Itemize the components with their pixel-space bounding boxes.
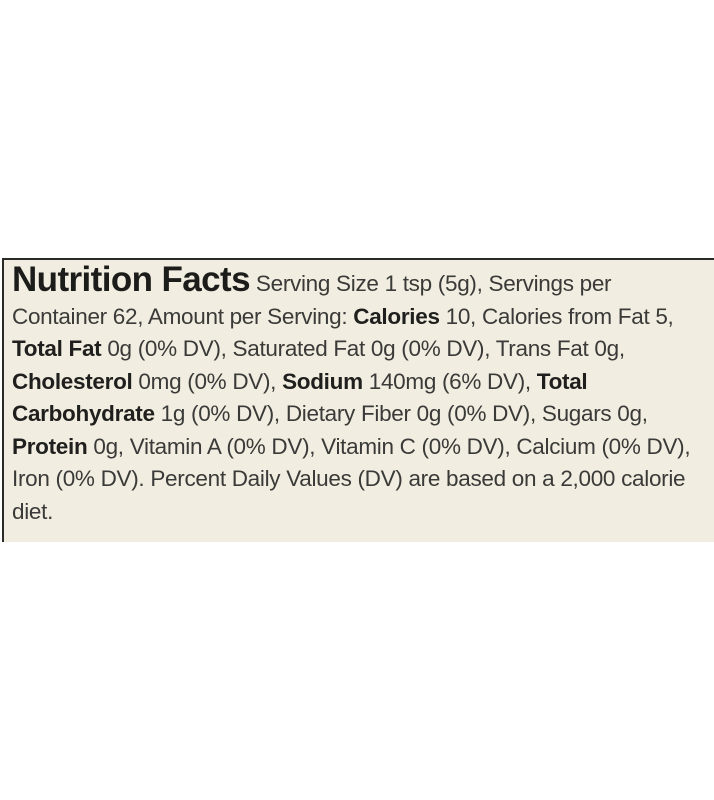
- bold-text: Total Fat: [12, 336, 102, 361]
- text: 1g (0% DV), Dietary Fiber 0g (0% DV), Su…: [154, 401, 648, 426]
- text: 140mg (6% DV),: [362, 368, 537, 394]
- nutrition-text: Nutrition Facts Serving Size 1 tsp (5g),…: [12, 262, 712, 528]
- text: 0g (0% DV), Saturated Fat 0g (0% DV), Tr…: [101, 336, 625, 361]
- text: 0g, Vitamin A (0% DV), Vitamin C (0% DV)…: [12, 433, 691, 524]
- bold-text: Sodium: [282, 368, 363, 394]
- text: Serving Size 1 tsp (5g), Servings per Co…: [12, 271, 612, 329]
- nutrition-panel: Nutrition Facts Serving Size 1 tsp (5g),…: [2, 258, 714, 542]
- bold-text: Total Carbohydrate: [12, 368, 588, 427]
- title: Nutrition Facts: [12, 260, 251, 299]
- bold-text: Calories: [353, 303, 440, 329]
- text: 0mg (0% DV),: [132, 368, 283, 394]
- bold-text: Protein: [12, 433, 88, 459]
- bold-text: Cholesterol: [12, 368, 133, 394]
- text: 10, Calories from Fat 5,: [439, 303, 674, 329]
